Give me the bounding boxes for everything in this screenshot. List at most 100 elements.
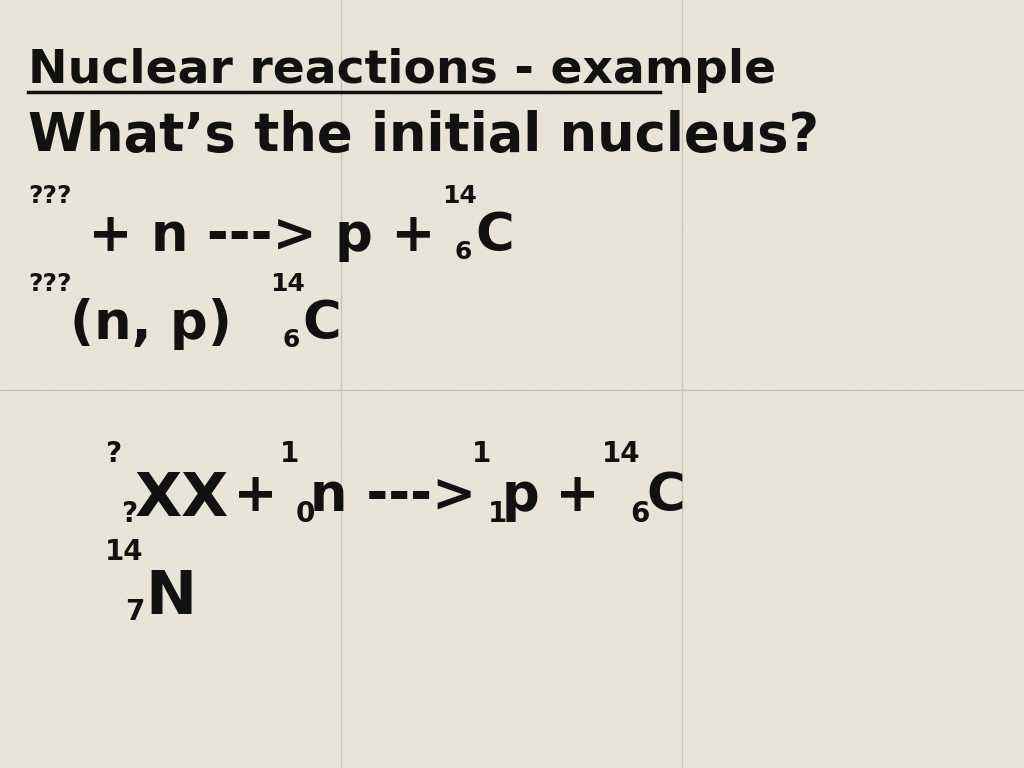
Point — [818, 614, 835, 627]
Point — [504, 292, 520, 304]
Point — [486, 710, 503, 723]
Point — [819, 52, 836, 65]
Point — [957, 402, 974, 415]
Point — [100, 653, 117, 665]
Point — [176, 64, 193, 76]
Point — [594, 713, 610, 726]
Point — [926, 703, 942, 715]
Point — [14, 0, 31, 6]
Point — [307, 482, 324, 494]
Point — [608, 290, 625, 303]
Point — [965, 419, 981, 431]
Point — [441, 5, 458, 17]
Point — [986, 25, 1002, 38]
Point — [729, 331, 745, 343]
Point — [72, 612, 88, 624]
Point — [899, 239, 915, 251]
Point — [283, 316, 299, 328]
Point — [826, 151, 843, 163]
Point — [370, 536, 386, 548]
Point — [27, 153, 43, 165]
Point — [289, 655, 305, 667]
Point — [518, 189, 535, 201]
Point — [519, 288, 536, 300]
Point — [95, 209, 112, 221]
Point — [583, 129, 599, 141]
Point — [577, 634, 593, 646]
Point — [897, 433, 913, 445]
Point — [579, 114, 595, 127]
Point — [602, 129, 618, 141]
Point — [944, 197, 961, 210]
Point — [300, 357, 316, 369]
Point — [73, 605, 89, 617]
Point — [177, 516, 194, 528]
Point — [808, 578, 824, 590]
Point — [637, 681, 653, 694]
Point — [1002, 182, 1019, 194]
Point — [963, 259, 979, 271]
Point — [575, 638, 592, 650]
Point — [880, 61, 896, 74]
Point — [113, 108, 129, 121]
Point — [201, 184, 217, 196]
Point — [156, 502, 172, 515]
Point — [618, 451, 635, 463]
Point — [801, 720, 817, 732]
Point — [243, 389, 259, 401]
Point — [439, 707, 456, 720]
Point — [535, 545, 551, 558]
Point — [366, 238, 382, 250]
Point — [288, 716, 304, 728]
Point — [329, 521, 345, 534]
Point — [297, 293, 313, 305]
Point — [334, 515, 350, 528]
Point — [767, 16, 783, 28]
Point — [238, 343, 254, 355]
Point — [897, 235, 913, 247]
Point — [734, 141, 751, 154]
Point — [929, 548, 945, 560]
Point — [315, 4, 332, 16]
Point — [523, 353, 540, 366]
Point — [544, 439, 560, 451]
Point — [343, 552, 359, 564]
Point — [508, 33, 524, 45]
Point — [961, 194, 977, 207]
Point — [390, 455, 407, 468]
Point — [710, 80, 726, 92]
Point — [236, 88, 252, 101]
Point — [435, 96, 452, 108]
Point — [255, 280, 271, 293]
Point — [161, 614, 177, 627]
Point — [802, 101, 818, 113]
Point — [659, 707, 676, 720]
Point — [839, 402, 855, 414]
Point — [869, 231, 886, 243]
Point — [980, 442, 996, 455]
Point — [328, 738, 344, 750]
Point — [125, 58, 141, 71]
Point — [548, 290, 564, 303]
Point — [283, 38, 299, 51]
Point — [763, 238, 779, 250]
Point — [826, 161, 843, 174]
Point — [546, 65, 562, 77]
Point — [506, 219, 522, 231]
Point — [396, 675, 413, 687]
Point — [927, 469, 943, 482]
Point — [331, 201, 347, 214]
Point — [642, 186, 658, 198]
Point — [676, 44, 692, 56]
Point — [145, 415, 162, 428]
Point — [585, 571, 601, 584]
Point — [584, 250, 600, 262]
Point — [937, 130, 953, 142]
Point — [115, 77, 131, 89]
Point — [263, 278, 280, 290]
Point — [889, 486, 905, 498]
Point — [501, 238, 517, 250]
Point — [746, 89, 763, 101]
Point — [352, 457, 369, 469]
Point — [602, 191, 618, 204]
